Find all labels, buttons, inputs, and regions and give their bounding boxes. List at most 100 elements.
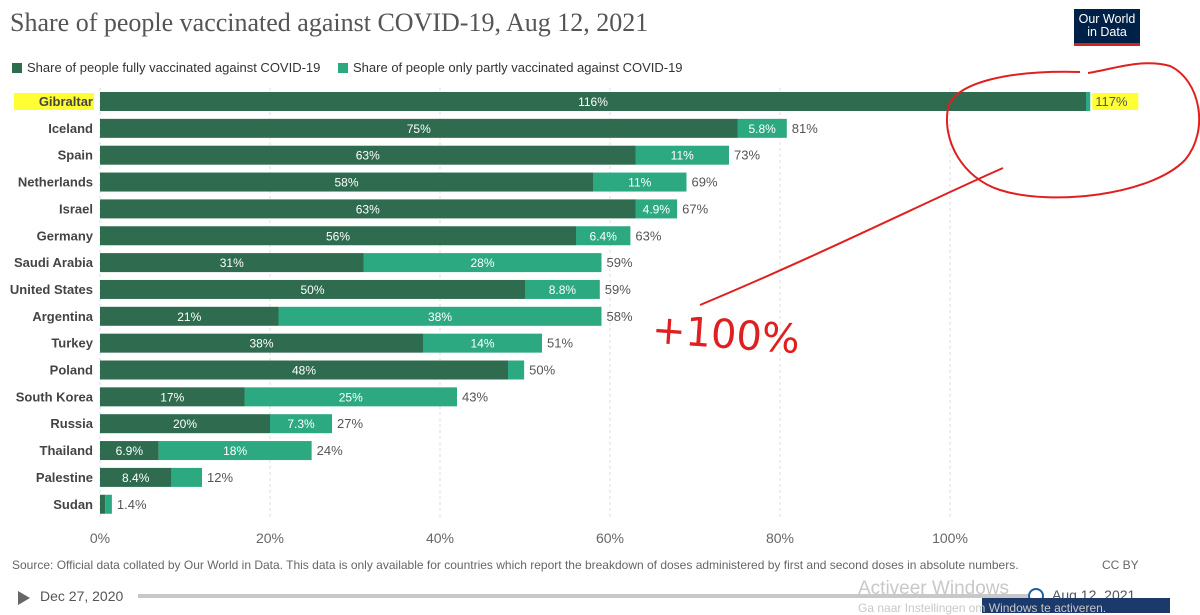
play-icon[interactable] — [18, 591, 30, 605]
bar-partly-vaccinated — [635, 199, 678, 219]
total-label: 1.4% — [117, 497, 147, 512]
bar-partly-vaccinated — [278, 306, 602, 326]
category-label: Sudan — [53, 497, 93, 512]
data-label-full: 56% — [326, 229, 350, 243]
category-label: Israel — [59, 201, 93, 216]
data-label-full: 38% — [249, 337, 273, 351]
category-label: Iceland — [48, 121, 93, 136]
x-tick-label: 0% — [90, 530, 110, 546]
logo-line2: in Data — [1087, 25, 1127, 39]
legend-item-full[interactable]: Share of people fully vaccinated against… — [12, 60, 320, 75]
data-label-full: 63% — [356, 202, 380, 216]
bar-partly-vaccinated — [635, 145, 729, 165]
bar-fully-vaccinated — [100, 387, 245, 407]
category-label: Turkey — [51, 336, 93, 351]
x-tick-label: 60% — [596, 530, 624, 546]
source-note: Source: Official data collated by Our Wo… — [12, 558, 1019, 572]
data-label-full: 48% — [292, 364, 316, 378]
total-label: 81% — [792, 121, 818, 136]
timeline: Dec 27, 2020 Aug 12, 2021 — [0, 582, 1200, 613]
x-tick-label: 80% — [766, 530, 794, 546]
data-label-partial: 4.9% — [643, 202, 671, 216]
bar-partly-vaccinated — [423, 333, 542, 353]
owid-logo[interactable]: Our World in Data — [1074, 9, 1140, 46]
total-label: 27% — [337, 416, 363, 431]
x-tick-label: 100% — [932, 530, 968, 546]
legend-item-partial[interactable]: Share of people only partly vaccinated a… — [338, 60, 683, 75]
bar-fully-vaccinated — [100, 306, 279, 326]
bar-partly-vaccinated — [158, 441, 312, 461]
data-label-partial: 11% — [628, 176, 651, 190]
bar-fully-vaccinated — [100, 92, 1086, 111]
category-label: Netherlands — [18, 175, 93, 190]
data-label-full: 63% — [356, 149, 380, 163]
bar-partly-vaccinated — [270, 414, 333, 434]
category-label: Poland — [50, 363, 93, 378]
timeline-slider[interactable] — [138, 594, 1028, 598]
bar-fully-vaccinated — [100, 145, 636, 165]
total-label: 59% — [605, 282, 631, 297]
total-label: 43% — [462, 389, 488, 404]
total-label: 59% — [607, 255, 633, 270]
data-label-partial: 25% — [339, 390, 363, 404]
bar-fully-vaccinated — [100, 441, 159, 461]
bar-fully-vaccinated — [100, 172, 593, 192]
total-label: 51% — [547, 336, 573, 351]
bar-fully-vaccinated — [100, 494, 106, 514]
x-tick-label: 40% — [426, 530, 454, 546]
data-label-full: 6.9% — [116, 444, 144, 458]
total-label: 67% — [682, 201, 708, 216]
category-label: Thailand — [40, 443, 94, 458]
bar-fully-vaccinated — [100, 279, 525, 299]
total-label: 12% — [207, 470, 233, 485]
total-label: 58% — [607, 309, 633, 324]
legend: Share of people fully vaccinated against… — [12, 60, 697, 75]
total-label: 73% — [734, 148, 760, 163]
bar-fully-vaccinated — [100, 253, 364, 273]
category-label: Germany — [37, 228, 94, 243]
handdrawn-circle — [946, 62, 1200, 199]
windows-watermark: Activeer Windows — [858, 578, 1009, 599]
category-label: Saudi Arabia — [14, 255, 94, 270]
windows-watermark-subtext: Ga naar Instellingen om Windows te activ… — [858, 601, 1107, 615]
handdrawn-arrow-line — [699, 167, 1004, 306]
bar-partly-vaccinated — [363, 253, 602, 273]
bar-fully-vaccinated — [100, 199, 636, 219]
license-link[interactable]: CC BY — [1102, 558, 1139, 572]
data-label-full: 31% — [220, 256, 244, 270]
category-label: South Korea — [16, 389, 94, 404]
data-label-partial: 8.8% — [549, 283, 577, 297]
data-label-full: 75% — [407, 122, 431, 136]
bar-partly-vaccinated — [1086, 92, 1091, 111]
total-label: 24% — [317, 443, 343, 458]
bar-partly-vaccinated — [244, 387, 457, 407]
bar-partly-vaccinated — [171, 467, 202, 487]
data-label-full: 17% — [160, 390, 184, 404]
bar-partly-vaccinated — [525, 279, 600, 299]
data-label-partial: 28% — [470, 256, 494, 270]
data-label-full: 20% — [173, 417, 197, 431]
legend-swatch-partial — [338, 63, 349, 73]
data-label-full: 21% — [177, 310, 201, 324]
data-label-partial: 14% — [470, 337, 494, 351]
bar-partly-vaccinated — [737, 118, 787, 138]
data-label-full: 116% — [578, 95, 608, 109]
legend-label-full: Share of people fully vaccinated against… — [27, 60, 321, 75]
total-label: 69% — [692, 175, 718, 190]
chart-title: Share of people vaccinated against COVID… — [10, 8, 649, 37]
category-label: Palestine — [36, 470, 93, 485]
data-label-full: 58% — [334, 176, 358, 190]
bar-partly-vaccinated — [508, 360, 525, 380]
highlight-total-bg — [1092, 93, 1139, 110]
bar-fully-vaccinated — [100, 226, 576, 246]
data-label-full: 50% — [300, 283, 324, 297]
data-label-partial: 6.4% — [590, 229, 618, 243]
bar-fully-vaccinated — [100, 414, 270, 434]
timeline-start-date: Dec 27, 2020 — [40, 588, 124, 604]
data-label-partial: 38% — [428, 310, 452, 324]
category-label: Russia — [50, 416, 93, 431]
category-label: Argentina — [32, 309, 93, 324]
bar-fully-vaccinated — [100, 333, 423, 353]
bar-partly-vaccinated — [593, 172, 687, 192]
data-label-partial: 11% — [671, 149, 694, 163]
